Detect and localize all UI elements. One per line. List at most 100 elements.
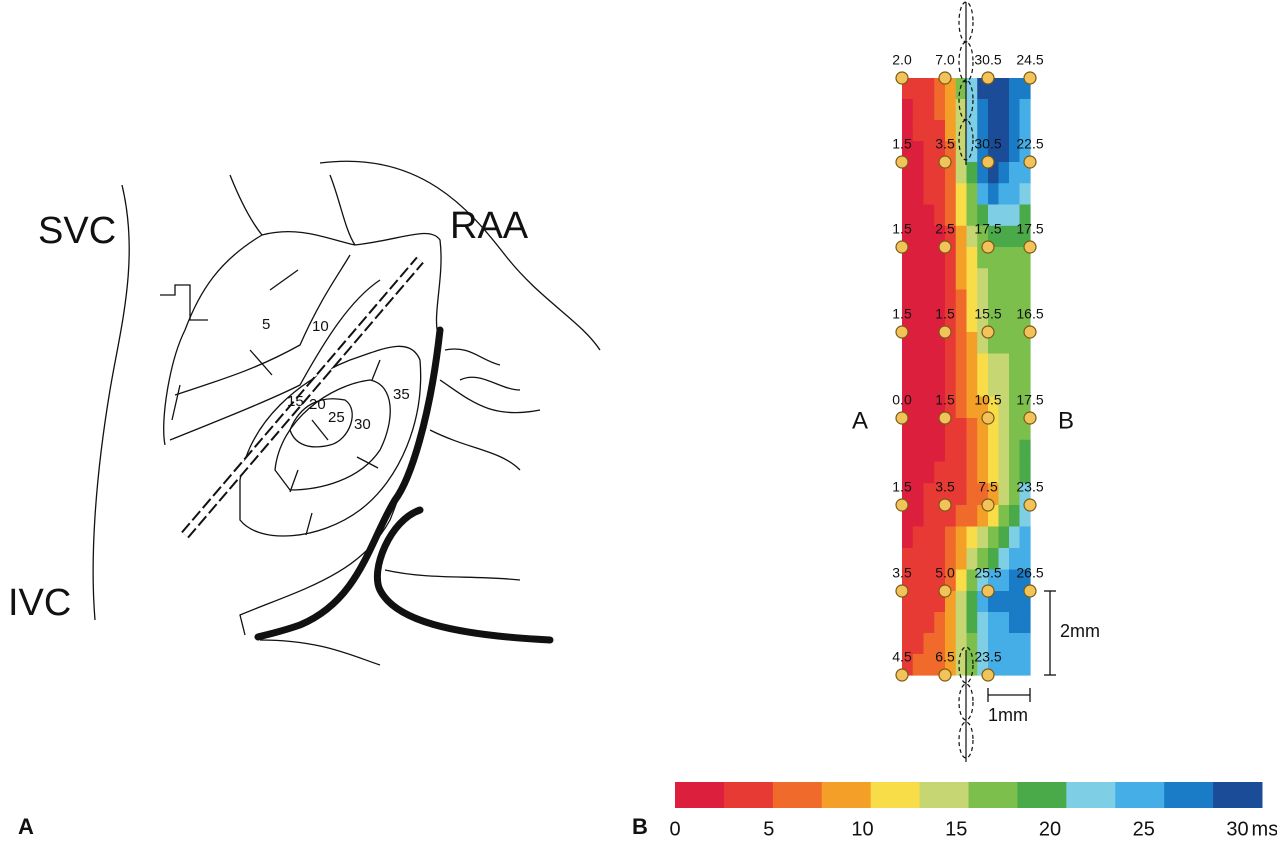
heatmap-cell [923, 332, 935, 355]
heatmap-cell [912, 310, 925, 333]
heatmap-cell [923, 483, 935, 506]
heatmap-cell [1019, 162, 1031, 184]
heatmap-cell [998, 461, 1010, 484]
heatmap-cell [923, 247, 935, 269]
heatmap-cell [998, 120, 1010, 142]
heatmap-cell [912, 461, 925, 484]
heatmap-cell [1009, 353, 1021, 376]
activation-time: 26.5 [1016, 565, 1043, 581]
heatmap-cell [923, 633, 935, 655]
heatmap-cell [923, 162, 935, 184]
heatmap-cell [923, 548, 935, 571]
heatmap-cell [923, 225, 935, 248]
activation-time: 5.0 [935, 565, 955, 581]
heatmap-cell [966, 247, 978, 269]
heatmap-cell [977, 654, 989, 676]
heatmap-cell [955, 353, 968, 376]
heatmap-cell [902, 332, 914, 355]
heatmap-cell [902, 612, 914, 634]
activation-time: 24.5 [1016, 52, 1043, 68]
heatmap-cell [1009, 505, 1021, 528]
heatmap-cell [1009, 225, 1021, 248]
colorbar-segment [1017, 782, 1067, 808]
heatmap-cell [998, 612, 1010, 634]
heatmap-cell [934, 505, 946, 528]
activation-time: 6.5 [935, 649, 955, 665]
heatmap-cell [966, 353, 978, 376]
heatmap-cell [998, 633, 1010, 655]
electrode [938, 498, 952, 512]
heatmap-cell [902, 461, 914, 484]
heatmap-cell [934, 375, 946, 398]
heatmap-cell [955, 569, 968, 592]
heatmap-cell [1019, 612, 1031, 634]
electrode [895, 240, 909, 254]
heatmap-cell [988, 396, 1000, 419]
activation-time: 4.5 [892, 649, 912, 665]
heatmap-cell [988, 353, 1000, 376]
heatmap-cell [923, 591, 935, 613]
heatmap-cell [966, 310, 978, 333]
heatmap-cell [912, 396, 925, 419]
heatmap-cell [945, 526, 957, 549]
heatmap-cell [966, 141, 978, 163]
heatmap-cell [966, 612, 978, 634]
heatmap-cell [998, 332, 1010, 355]
heatmap-cell [923, 505, 935, 528]
heatmap-cell [945, 183, 957, 206]
heatmap-cell [945, 418, 957, 441]
heatmap-cell [912, 183, 925, 206]
activation-time: 23.5 [974, 649, 1001, 665]
heatmap-cell [1009, 526, 1021, 549]
heatmap-cell [988, 162, 1000, 184]
heatmap-cell [998, 396, 1010, 419]
electrode [895, 325, 909, 339]
heatmap-cell [945, 141, 957, 163]
heatmap-cell [1019, 204, 1031, 227]
heatmap-cell [902, 418, 914, 441]
colorbar-segment [1115, 782, 1165, 808]
heatmap-cell [977, 353, 989, 376]
heatmap-cell [988, 141, 1000, 163]
heatmap-cell [977, 78, 989, 100]
heatmap-cell [934, 353, 946, 376]
heatmap-cell [912, 99, 925, 121]
heatmap-cell [902, 99, 914, 121]
anatomy-drawing [92, 160, 601, 666]
heatmap-cell [988, 439, 1000, 463]
heatmap-cell [923, 396, 935, 419]
electrodes: 2.0 7.0 30.5 24.5 1.5 3.5 30.5 22.5 1.5 2.5 17.5 17… [892, 52, 1044, 682]
heatmap-cell [1019, 225, 1031, 248]
electrode [938, 411, 952, 425]
heatmap-cell [1019, 120, 1031, 142]
electrode [895, 584, 909, 598]
heatmap-cell [934, 633, 946, 655]
heatmap-cell [998, 439, 1010, 463]
heatmap-cell [902, 375, 914, 398]
heatmap-cell [998, 141, 1010, 163]
heatmap-cell [912, 375, 925, 398]
heatmap-cell [912, 483, 925, 506]
colorbar: 0 5 10 15 20 25 30 ms [669, 782, 1277, 840]
electrode [938, 584, 952, 598]
heatmap-cell [988, 569, 1000, 592]
isochrone-label: 35 [393, 386, 410, 403]
electrode [981, 155, 995, 169]
heatmap-cell [966, 591, 978, 613]
heatmap-cell [1009, 483, 1021, 506]
colorbar-segment [1164, 782, 1214, 808]
heatmap-cell [912, 353, 925, 376]
activation-time: 16.5 [1016, 306, 1043, 322]
activation-time: 1.5 [935, 392, 955, 408]
heatmap-cell [955, 99, 968, 121]
heatmap-cell [955, 332, 968, 355]
heatmap-cell [945, 353, 957, 376]
heatmap-cell [902, 548, 914, 571]
heatmap-cell [988, 247, 1000, 269]
heatmap-cell [1009, 99, 1021, 121]
heatmap-cell [998, 505, 1010, 528]
colorbar-tick-label: 5 [763, 818, 774, 840]
heatmap-cell [923, 78, 935, 100]
heatmap-cell [966, 505, 978, 528]
